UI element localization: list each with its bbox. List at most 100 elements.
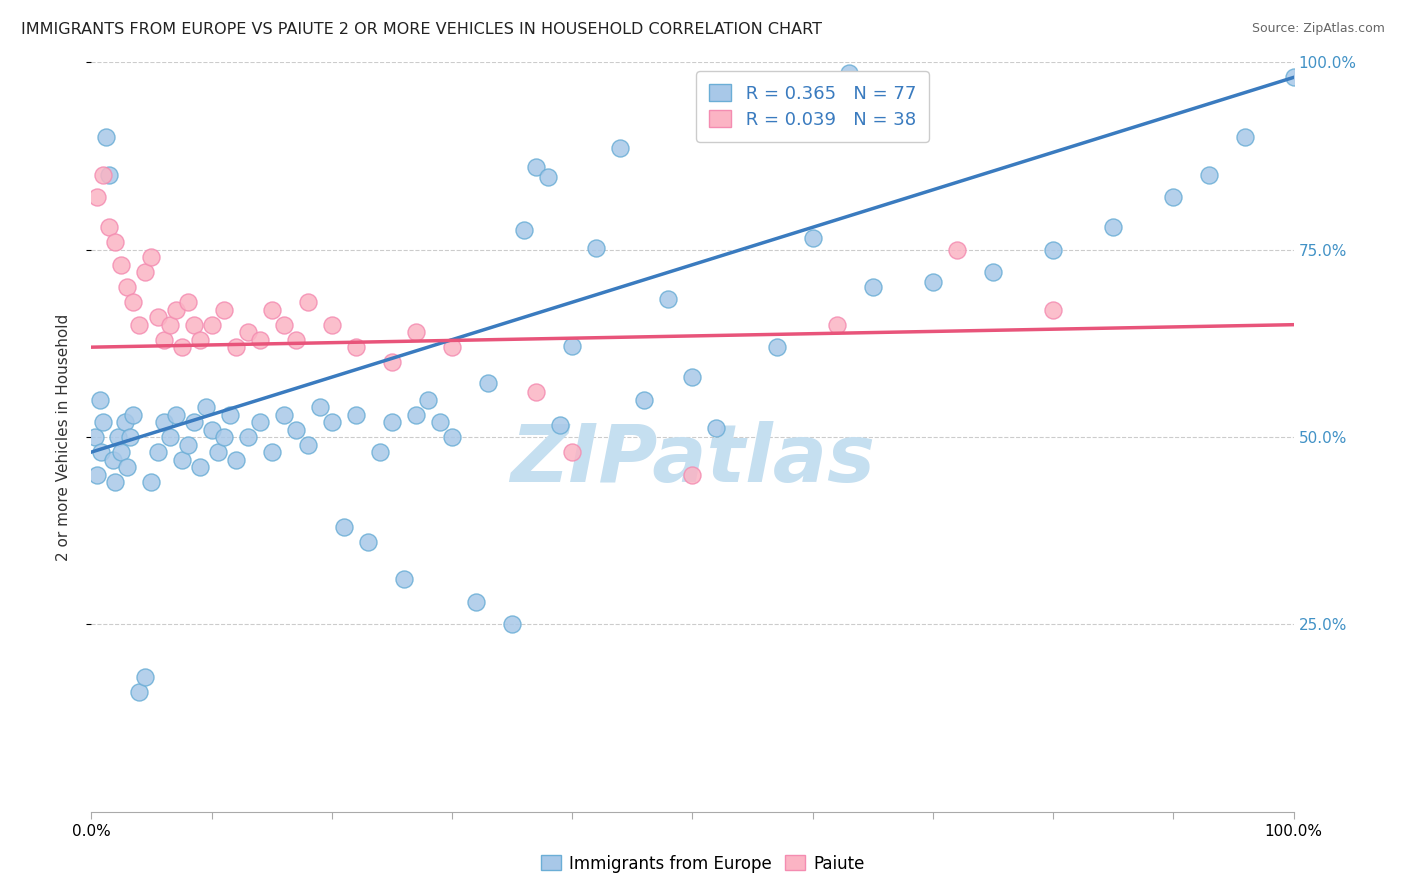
Point <box>90 445 112 459</box>
Point <box>236 430 259 444</box>
Point <box>159 430 181 444</box>
Point <box>134 265 156 279</box>
Point <box>86 190 108 204</box>
Point <box>84 430 107 444</box>
Point <box>117 280 139 294</box>
Point <box>1042 302 1064 317</box>
Point <box>333 520 356 534</box>
Point <box>170 452 193 467</box>
Point <box>152 415 174 429</box>
Point <box>176 437 198 451</box>
Text: Source: ZipAtlas.com: Source: ZipAtlas.com <box>1251 22 1385 36</box>
Point <box>284 423 307 437</box>
Point <box>86 467 108 482</box>
Point <box>561 339 583 353</box>
Point <box>981 265 1004 279</box>
Point <box>207 445 229 459</box>
Point <box>146 445 169 459</box>
Point <box>110 258 132 272</box>
Point <box>114 415 136 429</box>
Point <box>548 418 571 433</box>
Point <box>273 318 295 332</box>
Point <box>585 241 607 255</box>
Point <box>308 400 330 414</box>
Point <box>405 408 427 422</box>
Point <box>297 295 319 310</box>
Point <box>946 243 969 257</box>
Point <box>838 66 860 80</box>
Point <box>110 445 132 459</box>
Point <box>188 460 211 475</box>
Point <box>141 250 163 264</box>
Point <box>128 685 150 699</box>
Point <box>284 333 307 347</box>
Point <box>440 430 463 444</box>
Point <box>225 340 247 354</box>
Point <box>321 415 343 429</box>
Point <box>146 310 169 325</box>
Point <box>1042 243 1064 257</box>
Point <box>1234 130 1257 145</box>
Point <box>170 340 193 354</box>
Point <box>657 292 679 306</box>
Point <box>117 460 139 475</box>
Legend: Immigrants from Europe, Paiute: Immigrants from Europe, Paiute <box>534 848 872 880</box>
Point <box>1198 168 1220 182</box>
Point <box>681 467 703 482</box>
Point <box>176 295 198 310</box>
Point <box>104 475 127 489</box>
Legend:  R = 0.365   N = 77,  R = 0.039   N = 38: R = 0.365 N = 77, R = 0.039 N = 38 <box>696 71 929 142</box>
Point <box>501 617 523 632</box>
Point <box>236 325 259 339</box>
Point <box>122 295 145 310</box>
Point <box>165 302 187 317</box>
Point <box>297 437 319 451</box>
Point <box>93 168 115 182</box>
Point <box>141 475 163 489</box>
Point <box>165 408 187 422</box>
Point <box>188 333 211 347</box>
Point <box>633 392 655 407</box>
Point <box>321 318 343 332</box>
Point <box>381 415 404 429</box>
Point <box>825 318 848 332</box>
Point <box>104 235 127 250</box>
Point <box>101 452 124 467</box>
Point <box>98 220 121 235</box>
Point <box>152 333 174 347</box>
Point <box>94 130 117 145</box>
Point <box>1282 70 1305 85</box>
Point <box>862 280 884 294</box>
Point <box>122 408 145 422</box>
Point <box>344 408 367 422</box>
Point <box>524 160 547 174</box>
Point <box>765 340 787 354</box>
Point <box>513 223 536 237</box>
Text: IMMIGRANTS FROM EUROPE VS PAIUTE 2 OR MORE VEHICLES IN HOUSEHOLD CORRELATION CHA: IMMIGRANTS FROM EUROPE VS PAIUTE 2 OR MO… <box>21 22 823 37</box>
Point <box>801 230 824 244</box>
Point <box>609 141 631 155</box>
Point <box>368 445 391 459</box>
Point <box>357 535 380 549</box>
Point <box>706 420 728 434</box>
Point <box>416 392 439 407</box>
Point <box>922 275 945 289</box>
Point <box>260 445 283 459</box>
Point <box>260 302 283 317</box>
Point <box>159 318 181 332</box>
Point <box>98 168 121 182</box>
Text: ZIPatlas: ZIPatlas <box>510 420 875 499</box>
Point <box>405 325 427 339</box>
Point <box>537 170 560 185</box>
Point <box>89 392 111 407</box>
Point <box>212 302 235 317</box>
Point <box>273 408 295 422</box>
Point <box>249 333 271 347</box>
Point <box>200 318 222 332</box>
Point <box>465 595 488 609</box>
Point <box>524 385 547 400</box>
Point <box>1102 220 1125 235</box>
Point <box>225 452 247 467</box>
Point <box>429 415 451 429</box>
Point <box>134 670 156 684</box>
